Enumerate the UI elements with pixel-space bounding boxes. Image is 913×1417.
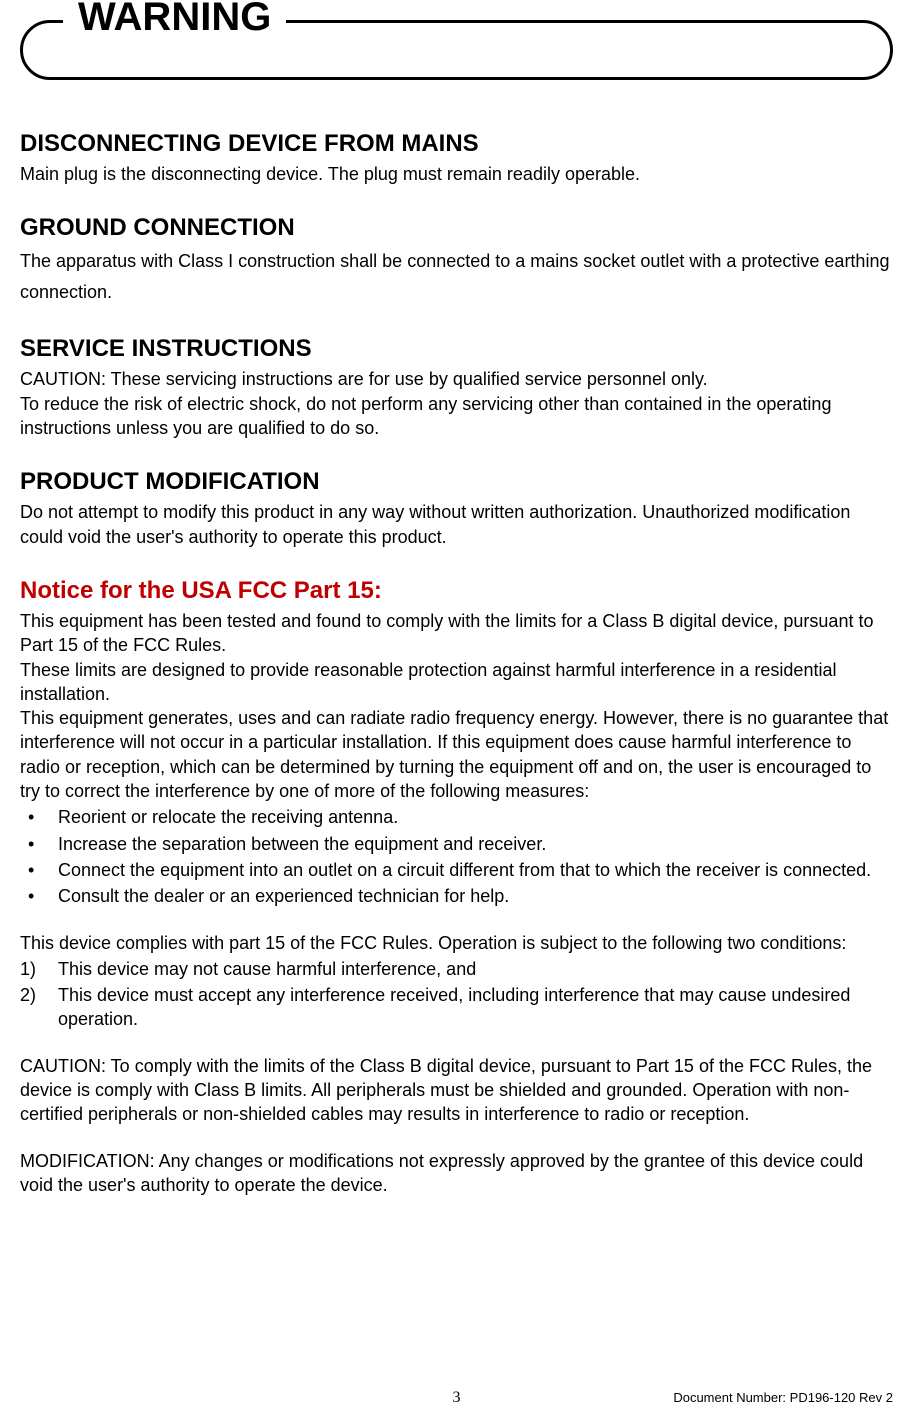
fcc-bullets: Reorient or relocate the receiving anten… bbox=[20, 805, 893, 908]
list-item: Reorient or relocate the receiving anten… bbox=[20, 805, 893, 829]
list-item: Consult the dealer or an experienced tec… bbox=[20, 884, 893, 908]
list-text: This device must accept any interference… bbox=[58, 985, 850, 1029]
body-text: CAUTION: These servicing instructions ar… bbox=[20, 367, 893, 391]
list-number: 2) bbox=[20, 983, 36, 1007]
body-text: This equipment generates, uses and can r… bbox=[20, 706, 893, 803]
section-disconnect: DISCONNECTING DEVICE FROM MAINS Main plu… bbox=[20, 130, 893, 186]
body-text: These limits are designed to provide rea… bbox=[20, 658, 893, 707]
section-service: SERVICE INSTRUCTIONS CAUTION: These serv… bbox=[20, 335, 893, 440]
list-item: 1) This device may not cause harmful inte… bbox=[20, 957, 893, 981]
body-text: To reduce the risk of electric shock, do… bbox=[20, 392, 893, 441]
list-item: Connect the equipment into an outlet on … bbox=[20, 858, 893, 882]
body-text: This device complies with part 15 of the… bbox=[20, 931, 893, 955]
list-number: 1) bbox=[20, 957, 36, 981]
fcc-numlist: 1) This device may not cause harmful inte… bbox=[20, 957, 893, 1032]
document-number: Document Number: PD196-120 Rev 2 bbox=[673, 1390, 893, 1405]
body-text: Do not attempt to modify this product in… bbox=[20, 500, 893, 549]
section-title: DISCONNECTING DEVICE FROM MAINS bbox=[20, 130, 893, 158]
section-title: PRODUCT MODIFICATION bbox=[20, 468, 893, 496]
footer: 3 Document Number: PD196-120 Rev 2 bbox=[20, 1390, 893, 1405]
warning-box: WARNING bbox=[20, 20, 893, 80]
section-title: SERVICE INSTRUCTIONS bbox=[20, 335, 893, 363]
body-text: Main plug is the disconnecting device. T… bbox=[20, 162, 893, 186]
body-text: The apparatus with Class I construction … bbox=[20, 246, 893, 307]
warning-label: WARNING bbox=[63, 0, 286, 40]
body-text: This equipment has been tested and found… bbox=[20, 609, 893, 658]
section-ground: GROUND CONNECTION The apparatus with Cla… bbox=[20, 214, 893, 307]
section-fcc: Notice for the USA FCC Part 15: This equ… bbox=[20, 577, 893, 1197]
section-title: GROUND CONNECTION bbox=[20, 214, 893, 242]
list-item: Increase the separation between the equi… bbox=[20, 832, 893, 856]
body-text: MODIFICATION: Any changes or modificatio… bbox=[20, 1149, 893, 1198]
body-text: CAUTION: To comply with the limits of th… bbox=[20, 1054, 893, 1127]
list-text: This device may not cause harmful interf… bbox=[58, 959, 476, 979]
list-item: 2) This device must accept any interferen… bbox=[20, 983, 893, 1032]
page-number: 3 bbox=[453, 1389, 461, 1407]
section-modification: PRODUCT MODIFICATION Do not attempt to m… bbox=[20, 468, 893, 549]
section-title-red: Notice for the USA FCC Part 15: bbox=[20, 577, 893, 605]
